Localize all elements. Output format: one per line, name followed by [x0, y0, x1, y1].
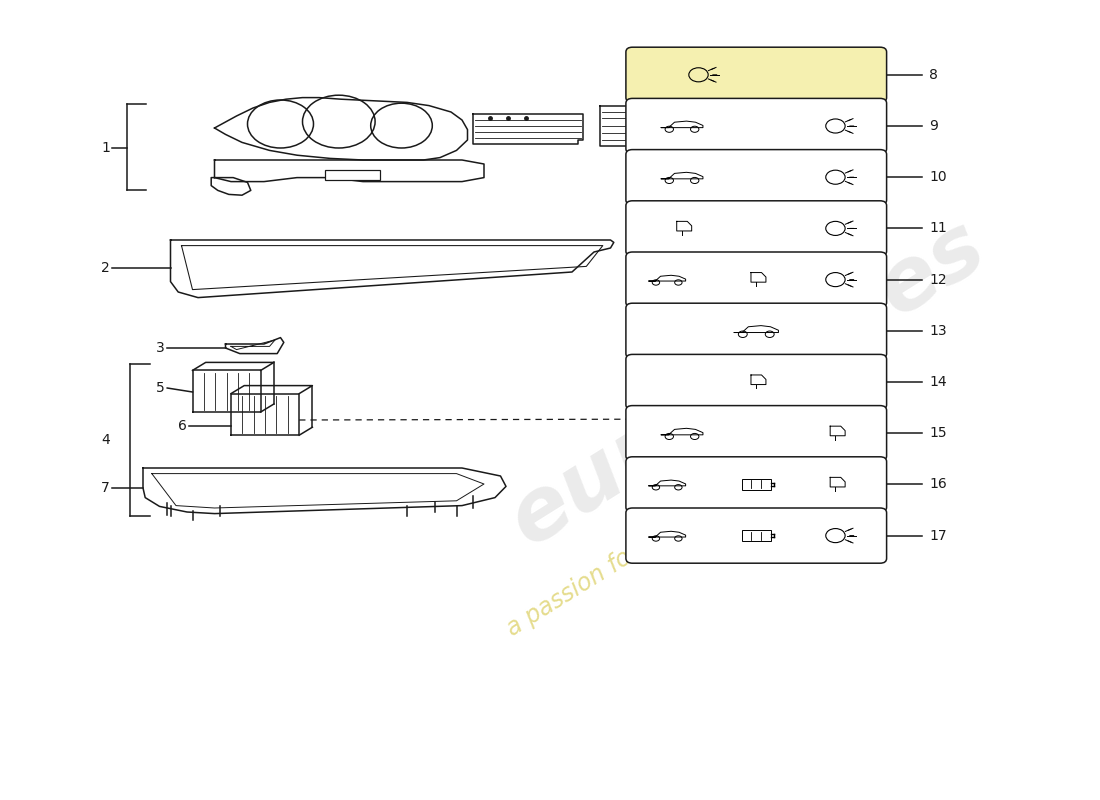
- Text: 8: 8: [930, 68, 938, 82]
- Text: 5: 5: [156, 381, 165, 395]
- FancyBboxPatch shape: [626, 406, 887, 461]
- FancyBboxPatch shape: [626, 303, 887, 358]
- Text: eurospares: eurospares: [495, 205, 1001, 563]
- Text: 9: 9: [930, 119, 938, 133]
- Bar: [742, 530, 770, 541]
- Text: 1: 1: [101, 141, 110, 155]
- Bar: [742, 479, 770, 490]
- Text: 7: 7: [101, 481, 110, 495]
- Text: 10: 10: [930, 170, 947, 184]
- FancyBboxPatch shape: [626, 252, 887, 307]
- FancyBboxPatch shape: [626, 508, 887, 563]
- FancyBboxPatch shape: [626, 47, 887, 102]
- Text: 11: 11: [930, 222, 947, 235]
- Text: 12: 12: [930, 273, 947, 286]
- Text: 3: 3: [156, 341, 165, 355]
- Text: 13: 13: [930, 324, 947, 338]
- FancyBboxPatch shape: [626, 354, 887, 410]
- Text: 14: 14: [930, 375, 947, 389]
- FancyBboxPatch shape: [626, 457, 887, 512]
- FancyBboxPatch shape: [626, 201, 887, 256]
- FancyBboxPatch shape: [626, 98, 887, 154]
- Text: 6: 6: [178, 418, 187, 433]
- Text: a passion for parts since 1985: a passion for parts since 1985: [503, 431, 817, 641]
- Text: 2: 2: [101, 261, 110, 275]
- Text: 4: 4: [101, 433, 110, 447]
- FancyBboxPatch shape: [626, 150, 887, 205]
- Text: 17: 17: [930, 529, 947, 542]
- Bar: [324, 170, 380, 180]
- Text: 16: 16: [930, 478, 947, 491]
- Text: 15: 15: [930, 426, 947, 440]
